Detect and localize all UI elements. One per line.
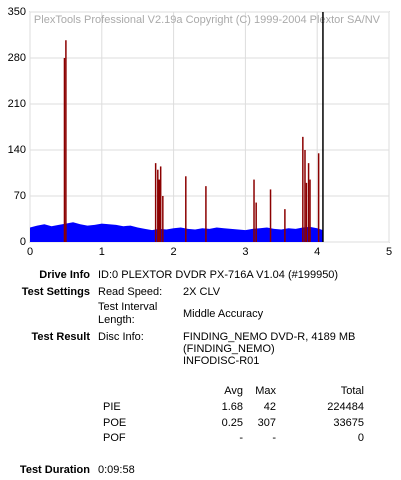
stats-cell: 0 <box>357 432 364 444</box>
x-tick-label: 1 <box>99 246 105 258</box>
disc-line: FINDING_NEMO DVD-R, 4189 MB <box>183 331 356 343</box>
disc-line: (FINDING_NEMO) <box>183 343 275 355</box>
stats-cell: 33675 <box>333 416 364 429</box>
y-tick-label: 280 <box>8 52 26 64</box>
y-tick-label: 210 <box>8 98 26 110</box>
stats-row-label: PIE <box>103 401 121 413</box>
stats-cell: - <box>272 432 276 444</box>
disc-label: Disc Info: <box>98 331 144 343</box>
setting-label: Test Interval Length: <box>98 301 158 326</box>
stats-header: Total <box>340 385 364 397</box>
label: Test Result <box>31 331 90 343</box>
pie-area <box>30 222 323 242</box>
label: Drive Info <box>39 269 90 281</box>
stats-header: Max <box>255 385 276 397</box>
stats-row-label: POE <box>103 416 127 429</box>
value: 0:09:58 <box>98 464 135 476</box>
stats-cell: 0.25 <box>221 416 243 429</box>
chart: 0 70 140 210 280 350 0 1 2 3 4 5 PlexTools Professio… <box>8 6 392 258</box>
y-tick-label: 0 <box>20 236 26 248</box>
y-tick-label: 140 <box>8 144 26 156</box>
plot-area <box>29 11 390 243</box>
x-tick-label: 4 <box>314 246 320 258</box>
setting-value: 2X CLV <box>183 286 221 298</box>
y-tick-label: 70 <box>14 190 26 202</box>
x-tick-label: 5 <box>386 246 392 258</box>
x-tick-label: 2 <box>171 246 177 258</box>
label: Test Settings <box>21 286 90 298</box>
stats-cell: - <box>239 432 243 444</box>
label: Test Duration <box>19 464 90 476</box>
value: ID:0 PLEXTOR DVDR PX-716A V1.04 (#199950… <box>98 269 339 281</box>
setting-label: Read Speed: <box>98 286 163 298</box>
stats-cell: 1.68 <box>221 401 243 413</box>
stats-row-label: POF <box>103 432 126 444</box>
setting-value: Middle Accuracy <box>183 308 264 320</box>
stats-cell: 224484 <box>327 401 364 413</box>
disc-line: INFODISC-R01 <box>183 355 260 367</box>
stats-cell: 42 <box>263 401 276 413</box>
stats-header: Avg <box>224 385 243 397</box>
y-tick-label: 350 <box>8 6 26 18</box>
stats-cell: 307 <box>257 416 276 429</box>
x-tick-label: 3 <box>242 246 248 258</box>
watermark: PlexTools Professional V2.19a Copyright … <box>34 14 381 26</box>
x-tick-label: 0 <box>27 246 33 258</box>
